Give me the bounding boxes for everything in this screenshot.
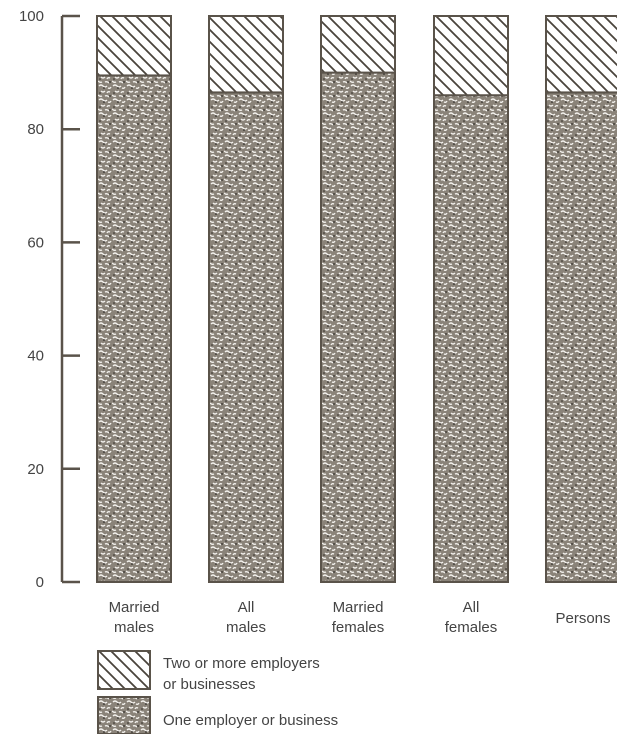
category-label: Married females: [332, 599, 385, 636]
bar-segment-one-employer: [433, 94, 509, 584]
bar-segment-two-or-more: [545, 15, 617, 94]
bar-segment-one-employer: [545, 91, 617, 583]
y-tick-label: 80: [27, 121, 44, 138]
bar-segment-one-employer: [320, 71, 396, 583]
legend-label-two-or-more: Two or more employers or businesses: [163, 655, 320, 693]
bar-segment-two-or-more: [433, 15, 509, 97]
bar-segment-one-employer: [208, 91, 284, 583]
y-tick-label: 40: [27, 348, 44, 365]
y-axis: 0 20 40 60 80 100: [19, 8, 80, 591]
y-tick-label: 0: [36, 574, 44, 591]
legend-label-one-employer: One employer or business: [163, 712, 338, 729]
bar-segment-two-or-more: [208, 15, 284, 94]
bar-segment-one-employer: [96, 74, 172, 584]
legend-swatch-one-employer: [97, 696, 151, 734]
category-label: Persons: [555, 610, 610, 627]
y-tick-label: 100: [19, 8, 44, 25]
y-tick-label: 20: [27, 461, 44, 478]
category-label: All females: [445, 599, 498, 636]
bars: [96, 15, 617, 584]
y-tick-label: 60: [27, 234, 44, 251]
legend: Two or more employers or businesses One em…: [97, 650, 338, 734]
category-labels: Married males All males Married females All fem…: [109, 599, 611, 636]
category-label: Married males: [109, 599, 160, 636]
bar-segment-two-or-more: [96, 15, 172, 77]
bar-segment-two-or-more: [320, 15, 396, 74]
category-label: All males: [226, 599, 266, 636]
legend-swatch-two-or-more: [97, 650, 151, 690]
